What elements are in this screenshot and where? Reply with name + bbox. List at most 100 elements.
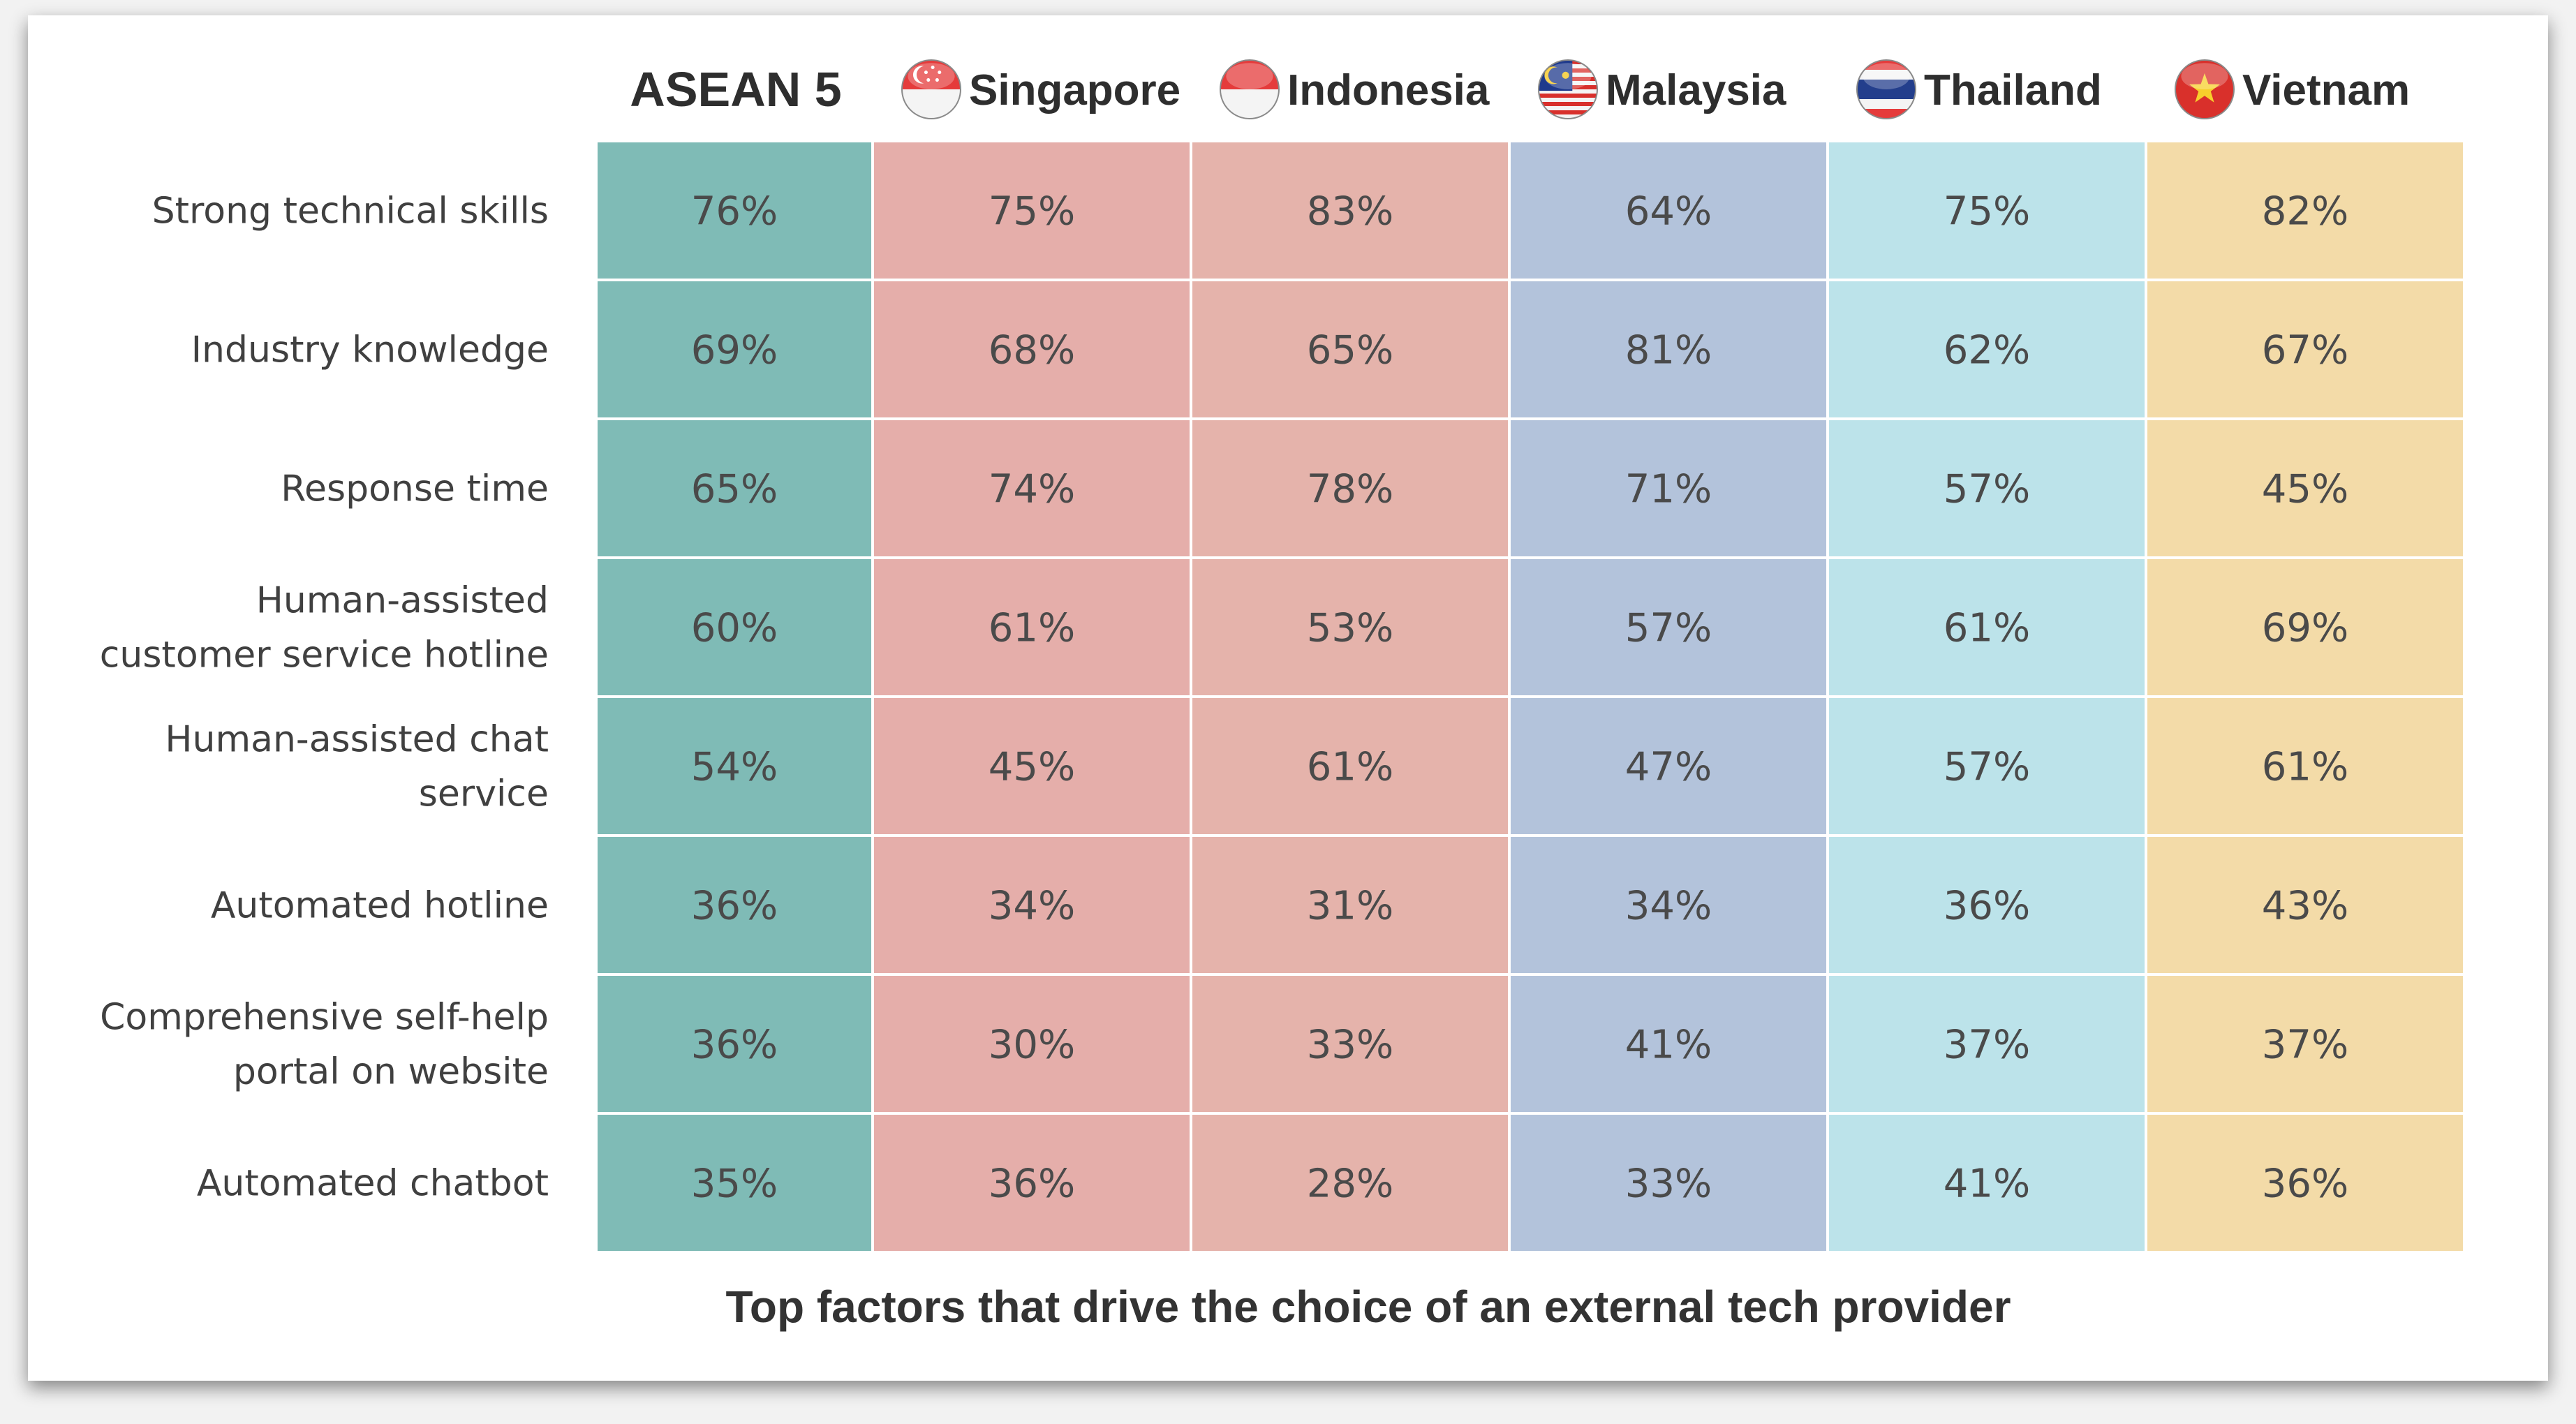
table-cell bbox=[1511, 837, 1826, 973]
table-cell bbox=[1511, 698, 1826, 834]
cell-value: 47% bbox=[1625, 745, 1712, 790]
table-cell bbox=[1829, 281, 2145, 417]
row-label: Automated hotline bbox=[211, 885, 549, 927]
cell-value: 57% bbox=[1625, 606, 1712, 651]
cell-value: 36% bbox=[989, 1162, 1075, 1207]
table-cell bbox=[1829, 698, 2145, 834]
table-cell bbox=[1511, 976, 1826, 1112]
table-cell bbox=[598, 559, 871, 695]
table-cell bbox=[598, 281, 871, 417]
chart-card: ASEAN 5 Singapore Indonesia Malaysia Thailan… bbox=[28, 15, 2548, 1381]
cell-value: 36% bbox=[691, 884, 778, 929]
cell-value: 41% bbox=[1625, 1023, 1712, 1068]
table-cell bbox=[1511, 142, 1826, 279]
table-cell bbox=[1829, 976, 2145, 1112]
cell-value: 33% bbox=[1625, 1162, 1712, 1207]
cell-value: 82% bbox=[2262, 189, 2348, 235]
table-cell bbox=[874, 281, 1190, 417]
cell-value: 57% bbox=[1944, 467, 2030, 512]
cell-value: 61% bbox=[989, 606, 1075, 651]
cell-value: 30% bbox=[989, 1023, 1075, 1068]
table-cell bbox=[1192, 559, 1508, 695]
table-cell bbox=[2147, 420, 2463, 556]
table-cell bbox=[874, 698, 1190, 834]
cell-value: 61% bbox=[1307, 745, 1393, 790]
cell-value: 74% bbox=[989, 467, 1075, 512]
table-cell bbox=[1192, 142, 1508, 279]
row-label: Automated chatbot bbox=[197, 1163, 549, 1205]
cell-value: 36% bbox=[1944, 884, 2030, 929]
cell-value: 34% bbox=[1625, 884, 1712, 929]
cell-value: 45% bbox=[2262, 467, 2348, 512]
cell-value: 69% bbox=[691, 328, 778, 373]
row-label: Human-assisted customer service hotline bbox=[100, 580, 549, 676]
table-cell bbox=[1829, 1115, 2145, 1251]
cell-value: 71% bbox=[1625, 467, 1712, 512]
cell-value: 65% bbox=[1307, 328, 1393, 373]
cell-value: 61% bbox=[1944, 606, 2030, 651]
cell-value: 57% bbox=[1944, 745, 2030, 790]
cell-value: 65% bbox=[691, 467, 778, 512]
table-cell bbox=[2147, 559, 2463, 695]
table-cell bbox=[874, 837, 1190, 973]
singapore-flag-icon bbox=[901, 59, 961, 119]
table-cell bbox=[874, 420, 1190, 556]
cell-value: 54% bbox=[691, 745, 778, 790]
cell-value: 67% bbox=[2262, 328, 2348, 373]
cell-value: 28% bbox=[1307, 1162, 1393, 1207]
table-cell bbox=[874, 1115, 1190, 1251]
table-cell bbox=[598, 142, 871, 279]
cell-value: 75% bbox=[989, 189, 1075, 235]
table-cell bbox=[1829, 142, 2145, 279]
table-cell bbox=[598, 976, 871, 1112]
table-cell bbox=[1829, 420, 2145, 556]
cell-value: 37% bbox=[2262, 1023, 2348, 1068]
table-cell bbox=[2147, 142, 2463, 279]
vietnam-flag-icon bbox=[2175, 59, 2235, 119]
cell-value: 35% bbox=[691, 1162, 778, 1207]
column-headers: ASEAN 5 Singapore Indonesia Malaysia Thailan… bbox=[630, 59, 2410, 119]
table-cell bbox=[1511, 559, 1826, 695]
table-cell bbox=[1192, 837, 1508, 973]
cell-value: 64% bbox=[1625, 189, 1712, 235]
cell-value: 33% bbox=[1307, 1023, 1393, 1068]
chart-title: Top factors that drive the choice of an … bbox=[726, 1282, 2011, 1332]
cell-value: 45% bbox=[989, 745, 1075, 790]
cell-value: 75% bbox=[1944, 189, 2030, 235]
cell-value: 62% bbox=[1944, 328, 2030, 373]
column-header-singapore: Singapore bbox=[969, 66, 1180, 114]
column-header-vietnam: Vietnam bbox=[2242, 66, 2410, 114]
table-cell bbox=[1192, 698, 1508, 834]
table-cell bbox=[1829, 837, 2145, 973]
row-label: Strong technical skills bbox=[152, 191, 549, 232]
column-header-malaysia: Malaysia bbox=[1606, 66, 1786, 114]
cell-value: 76% bbox=[691, 189, 778, 235]
cell-value: 53% bbox=[1307, 606, 1393, 651]
thailand-flag-icon bbox=[1856, 59, 1916, 119]
table-cell bbox=[598, 837, 871, 973]
cell-value: 37% bbox=[1944, 1023, 2030, 1068]
table-cell bbox=[874, 976, 1190, 1112]
table-cell bbox=[598, 420, 871, 556]
cell-value: 36% bbox=[691, 1023, 778, 1068]
table-cell bbox=[1511, 1115, 1826, 1251]
cell-value: 31% bbox=[1307, 884, 1393, 929]
cell-value: 61% bbox=[2262, 745, 2348, 790]
table-cell bbox=[1192, 1115, 1508, 1251]
table-cell bbox=[2147, 698, 2463, 834]
table-cell bbox=[2147, 976, 2463, 1112]
table-cell bbox=[2147, 837, 2463, 973]
cell-value: 43% bbox=[2262, 884, 2348, 929]
cell-value: 78% bbox=[1307, 467, 1393, 512]
table-cells: 76% 75% 83% 64% 75% 82% 69% 68% 65% 81% 62% 67% 65% 7… bbox=[598, 142, 2463, 1251]
table-cell bbox=[1511, 420, 1826, 556]
cell-value: 81% bbox=[1625, 328, 1712, 373]
table-cell bbox=[2147, 281, 2463, 417]
table-cell bbox=[1829, 559, 2145, 695]
column-header-indonesia: Indonesia bbox=[1287, 66, 1490, 114]
malaysia-flag-icon bbox=[1538, 59, 1598, 119]
cell-value: 69% bbox=[2262, 606, 2348, 651]
table-cell bbox=[1192, 976, 1508, 1112]
table-cell bbox=[1192, 420, 1508, 556]
column-header-thailand: Thailand bbox=[1924, 66, 2102, 114]
